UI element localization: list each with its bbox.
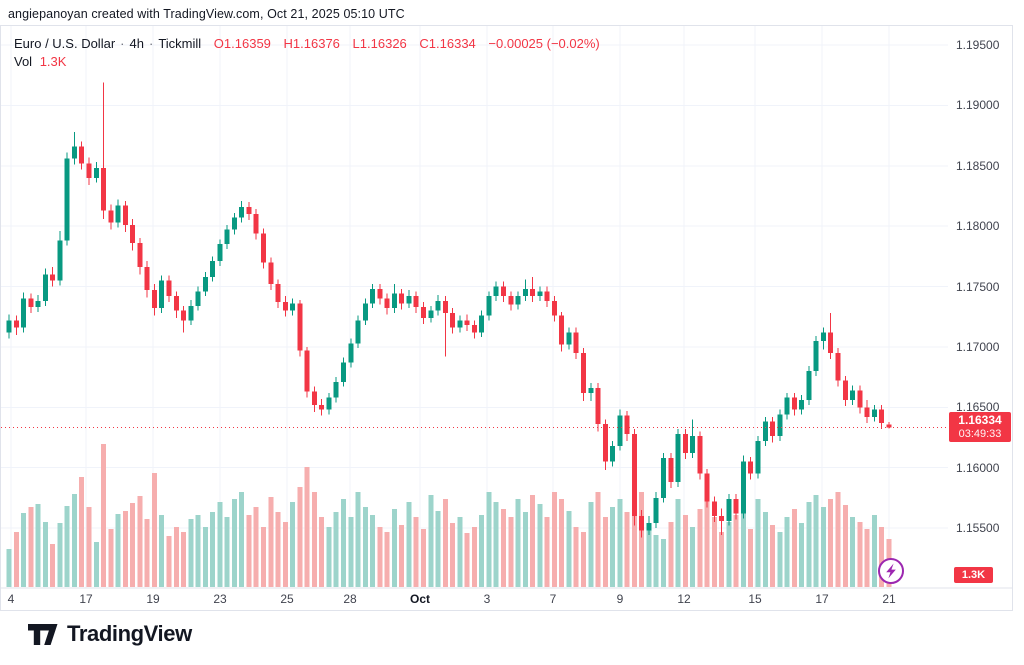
price-axis-label: 1.18500	[956, 158, 1000, 173]
volume-scale-badge: 1.3K	[954, 567, 993, 583]
chart-canvas[interactable]	[1, 26, 1012, 589]
price-axis-label: 1.19500	[956, 38, 1000, 52]
volume-row: Vol 1.3K	[14, 54, 600, 69]
time-axis-label: 17	[815, 592, 829, 606]
time-axis-label: 23	[213, 592, 227, 606]
tradingview-mark-icon	[28, 623, 58, 645]
time-axis-label: Oct	[409, 592, 430, 606]
chart-legend: Euro / U.S. Dollar · 4h · Tickmill O1.16359 …	[14, 36, 600, 69]
price-axis-label: 1.16000	[956, 460, 1000, 475]
price-axis-label: 1.17500	[956, 279, 1000, 294]
current-price-badge: 1.16334 03:49:33	[949, 412, 1011, 443]
low-value: L1.16326	[352, 36, 407, 51]
volume-label: Vol	[14, 54, 33, 69]
volume-value: 1.3K	[39, 54, 67, 69]
bar-countdown: 03:49:33	[958, 428, 1002, 441]
price-axis-label: 1.18000	[956, 219, 1000, 234]
close-value: C1.16334	[419, 36, 476, 51]
flash-order-button[interactable]	[878, 558, 904, 584]
time-axis-label: 28	[343, 592, 357, 606]
attribution-text: angiepanoyan created with TradingView.co…	[8, 7, 405, 21]
price-axis-label: 1.15500	[956, 521, 1000, 535]
price-scale[interactable]: 1.16334 03:49:33 1.3K 1.19500 1.19000 1.18…	[948, 26, 1013, 589]
time-axis-label: 12	[677, 592, 691, 606]
time-scale[interactable]: 4 17 19 23 25 28 Oct 3 7 9 12 15 17 21	[1, 590, 948, 610]
separator-dot: ·	[148, 36, 154, 51]
time-axis-label: 17	[79, 592, 93, 606]
current-price-value: 1.16334	[958, 413, 1002, 428]
time-axis-label: 7	[549, 592, 557, 606]
separator-dot: ·	[120, 36, 125, 51]
time-axis-label: 19	[146, 592, 160, 606]
high-value: H1.16376	[283, 36, 340, 51]
chart-widget: Euro / U.S. Dollar · 4h · Tickmill O1.16359 …	[0, 25, 1013, 611]
time-axis-label: 15	[748, 592, 762, 606]
symbol-row: Euro / U.S. Dollar · 4h · Tickmill O1.16359 …	[14, 36, 600, 51]
time-axis-label: 25	[280, 592, 294, 606]
tradingview-logo-text: TradingView	[67, 621, 192, 646]
interval-label: 4h	[129, 36, 144, 51]
time-axis-label: 3	[483, 592, 491, 606]
open-value: O1.16359	[213, 36, 271, 51]
time-axis-label: 9	[616, 592, 624, 606]
change-value: −0.00025 (−0.02%)	[488, 36, 600, 51]
symbol-title: Euro / U.S. Dollar	[14, 36, 116, 51]
price-axis-label: 1.16500	[956, 400, 1000, 415]
price-axis-label: 1.19000	[956, 98, 1000, 113]
broker-label: Tickmill	[158, 36, 202, 51]
price-axis-label: 1.17000	[956, 339, 1000, 354]
time-axis-label: 21	[882, 592, 896, 606]
tradingview-logo[interactable]: TradingView	[28, 621, 192, 647]
time-axis-label: 4	[7, 592, 15, 606]
lightning-icon	[886, 563, 896, 579]
